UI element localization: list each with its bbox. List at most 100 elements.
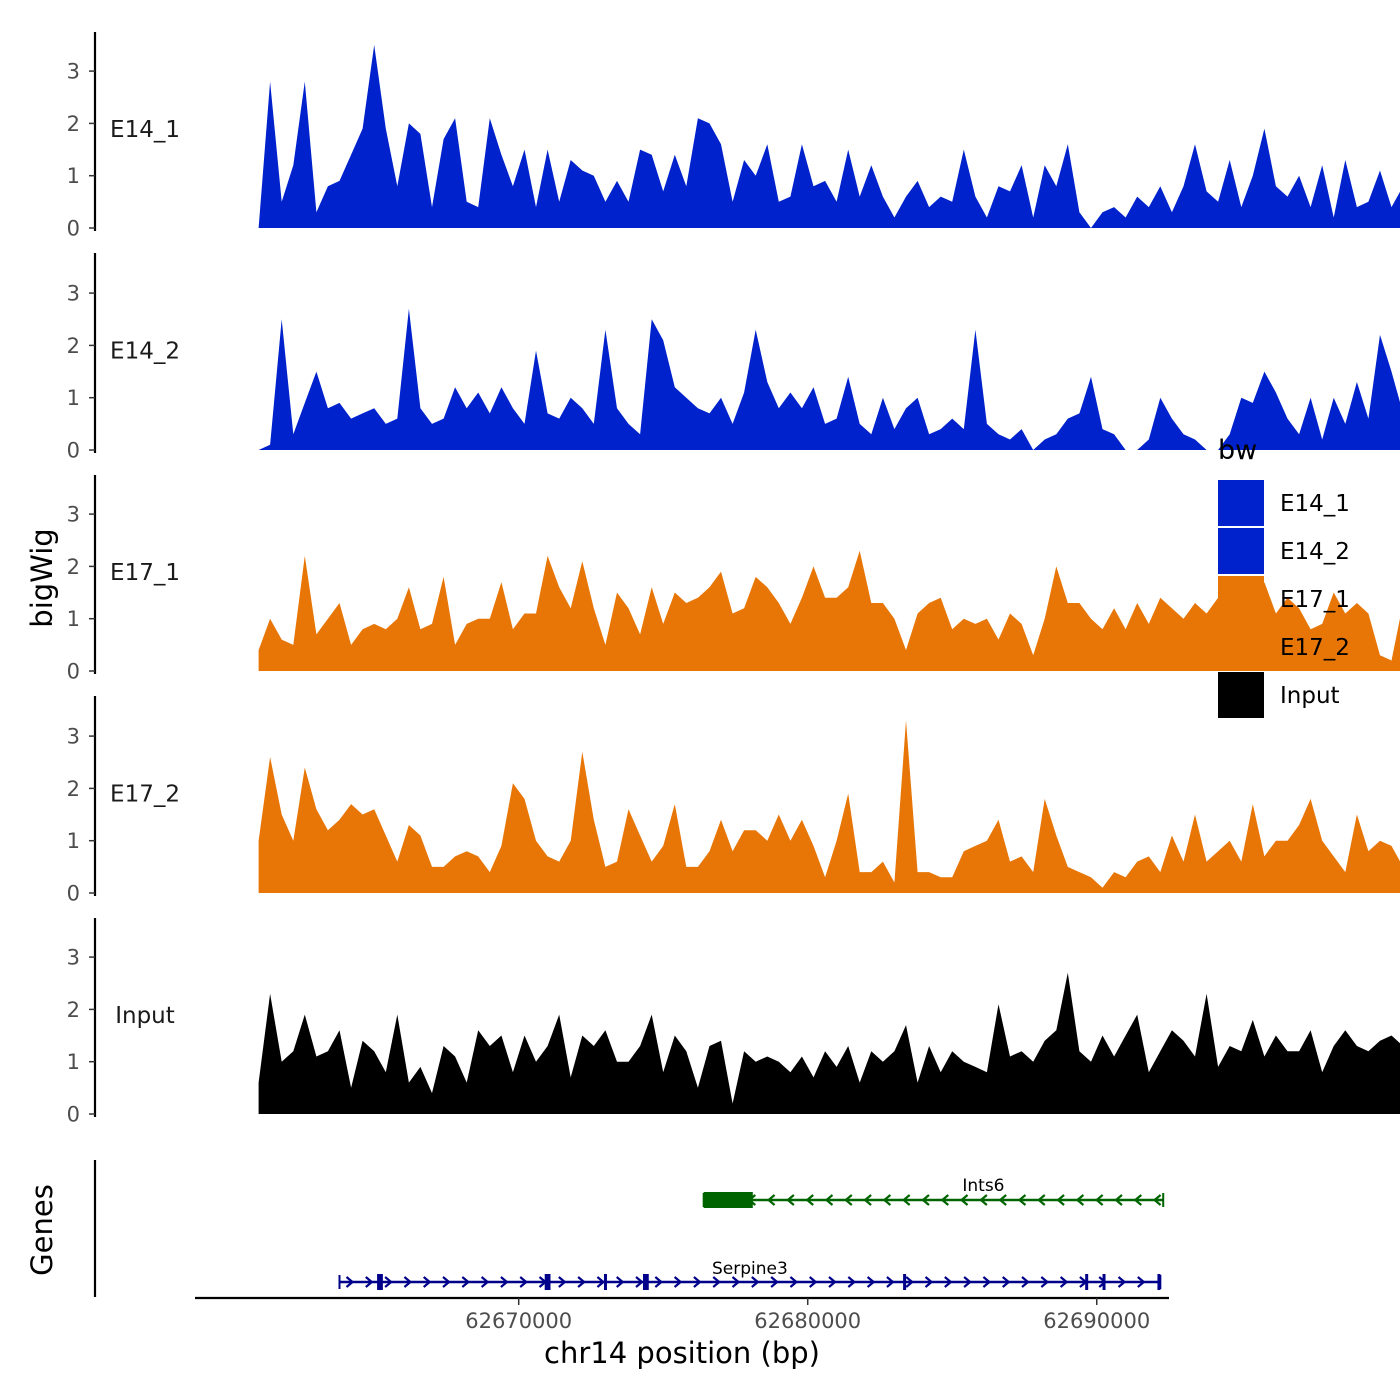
y-axis-title: bigWig (25, 528, 59, 627)
legend-item-input: Input (1218, 672, 1340, 718)
gene-serpine3: Serpine3 (338, 1259, 1162, 1290)
exon (1157, 1274, 1161, 1290)
strand-arrow (751, 1276, 760, 1288)
legend-item-e17_1: E17_1 (1218, 576, 1350, 622)
y-tick-label: 0 (67, 660, 80, 684)
y-tick-label: 0 (67, 882, 80, 906)
strand-arrow (998, 1194, 1007, 1206)
y-tick-label: 2 (67, 334, 80, 358)
strand-arrow (921, 1194, 930, 1206)
track-panel-input: 0 1 2 3 Input (67, 918, 1400, 1127)
strand-arrow (1152, 1194, 1162, 1206)
exon (377, 1274, 383, 1290)
strand-arrow (844, 1194, 853, 1206)
strand-arrow (423, 1276, 432, 1288)
strand-arrow (866, 1276, 876, 1288)
legend-title: bw (1218, 435, 1257, 466)
strand-arrow (693, 1276, 702, 1288)
exon (1102, 1274, 1106, 1290)
y-tick-label: 0 (67, 217, 80, 241)
strand-arrow (1137, 1276, 1146, 1288)
y-tick-label: 3 (67, 946, 80, 970)
legend-item-e14_2: E14_2 (1218, 528, 1350, 574)
y-tick-label: 1 (67, 1050, 80, 1074)
y-tick-label: 1 (67, 829, 80, 853)
strand-arrow (863, 1194, 872, 1206)
strand-arrow (789, 1276, 799, 1288)
strand-arrow (982, 1276, 992, 1288)
strand-arrow (1075, 1194, 1085, 1206)
y-tick-label: 1 (67, 607, 80, 631)
strand-arrow (558, 1276, 567, 1288)
strand-arrow (1114, 1194, 1123, 1206)
strand-arrow (1017, 1194, 1027, 1206)
strand-arrow (924, 1276, 934, 1288)
strand-arrow (1094, 1194, 1104, 1206)
strand-arrow (731, 1276, 741, 1288)
exon (1085, 1274, 1089, 1290)
y-tick-label: 3 (67, 60, 80, 84)
track-label: E14_1 (110, 117, 180, 143)
strand-arrow (847, 1276, 857, 1288)
strand-arrow (461, 1276, 471, 1288)
strand-arrow (365, 1276, 374, 1288)
x-tick-label: 62680000 (754, 1309, 861, 1333)
strand-arrow (882, 1194, 892, 1206)
track-panel-e17_2: 0 1 2 3 E17_2 (67, 696, 1400, 906)
gene-label: Serpine3 (712, 1259, 788, 1279)
strand-arrow (963, 1276, 972, 1288)
strand-arrow (828, 1276, 837, 1288)
legend-swatch (1218, 528, 1264, 574)
strand-arrow (1040, 1276, 1050, 1288)
legend-label: E14_2 (1280, 539, 1350, 565)
signal-area-e14_1 (258, 45, 1400, 228)
track-panel-e14_1: 0 1 2 3 E14_1 (67, 32, 1400, 241)
strand-arrow (345, 1276, 355, 1288)
legend-swatch (1218, 576, 1264, 622)
strand-arrow (944, 1276, 953, 1288)
strand-arrow (712, 1276, 721, 1288)
signal-area-e17_1 (258, 550, 1400, 671)
strand-arrow (786, 1194, 795, 1206)
track-panel-e17_1: 0 1 2 3 E17_1 (67, 475, 1400, 684)
strand-arrow (577, 1276, 586, 1288)
strand-arrow (500, 1276, 509, 1288)
strand-arrow (673, 1276, 683, 1288)
y-tick-label: 1 (67, 386, 80, 410)
track-panel-e14_2: 0 1 2 3 E14_2 (67, 253, 1400, 463)
strand-arrow (886, 1276, 895, 1288)
strand-arrow (901, 1194, 911, 1206)
legend: bw E14_1 E14_2 E17_1 E17_2 Input (1218, 435, 1350, 718)
track-label: E14_2 (110, 339, 180, 365)
strand-arrow (596, 1276, 606, 1288)
y-tick-label: 3 (67, 503, 80, 527)
strand-arrow (1021, 1276, 1030, 1288)
legend-item-e17_2: E17_2 (1218, 624, 1350, 670)
y-tick-label: 2 (67, 555, 80, 579)
exon (603, 1274, 607, 1290)
strand-arrow (403, 1276, 413, 1288)
exon (703, 1192, 753, 1208)
legend-label: E17_2 (1280, 635, 1350, 661)
strand-arrow (805, 1194, 814, 1206)
strand-arrow (809, 1276, 818, 1288)
strand-arrow (1037, 1194, 1046, 1206)
strand-arrow (1133, 1194, 1142, 1206)
y-tick-label: 2 (67, 112, 80, 136)
y-tick-label: 2 (67, 998, 80, 1022)
gene-ints6: Ints6 (702, 1176, 1165, 1208)
legend-swatch (1218, 672, 1264, 718)
x-axis: 62670000 62680000 62690000 chr14 position (… (195, 1296, 1169, 1370)
y-tick-label: 0 (67, 439, 80, 463)
strand-arrow (959, 1194, 969, 1206)
strand-arrow (1117, 1276, 1127, 1288)
signal-tracks: 0 1 2 3 E14_1 0 1 2 3 E14_2 0 1 2 3 E17_1 0 1 2 3 E17_2 0 1 2 3… (67, 32, 1400, 1127)
gene-label: Ints6 (962, 1176, 1004, 1196)
legend-swatch (1218, 624, 1264, 670)
strand-arrow (654, 1276, 664, 1288)
legend-label: E14_1 (1280, 491, 1350, 517)
exon (544, 1274, 551, 1290)
strand-arrow (979, 1194, 988, 1206)
signal-area-e17_2 (258, 720, 1400, 893)
signal-area-e14_2 (258, 308, 1400, 450)
